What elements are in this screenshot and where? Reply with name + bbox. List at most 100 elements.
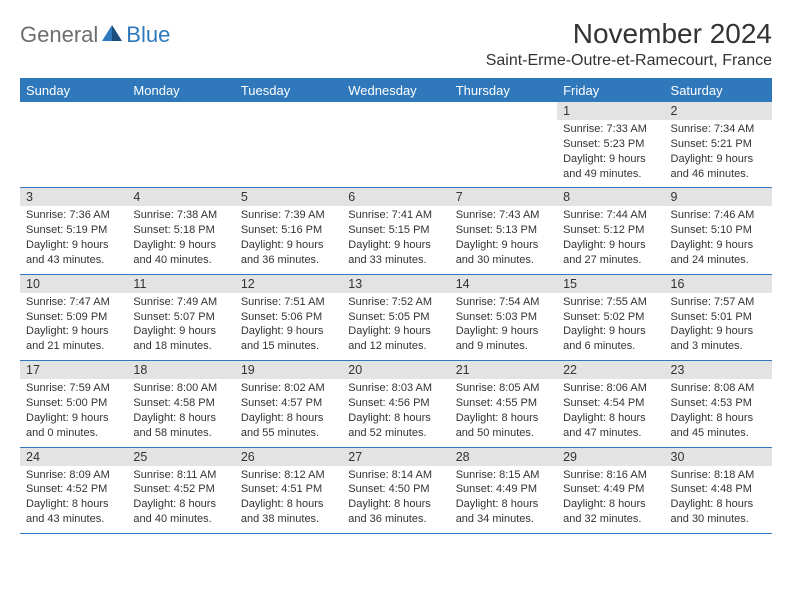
day-16: 16Sunrise: 7:57 AMSunset: 5:01 PMDayligh… [665,275,772,360]
day-21: 21Sunrise: 8:05 AMSunset: 4:55 PMDayligh… [450,361,557,446]
sunrise-text: Sunrise: 7:44 AM [563,208,658,223]
day-content: Sunrise: 8:06 AMSunset: 4:54 PMDaylight:… [557,379,664,446]
sunset-text: Sunset: 5:05 PM [348,310,443,325]
day-10: 10Sunrise: 7:47 AMSunset: 5:09 PMDayligh… [20,275,127,360]
day-1: 1Sunrise: 7:33 AMSunset: 5:23 PMDaylight… [557,102,664,187]
sunrise-text: Sunrise: 8:16 AM [563,468,658,483]
day-number: 12 [235,275,342,293]
sunrise-text: Sunrise: 8:02 AM [241,381,336,396]
daylight-text: Daylight: 8 hours and 38 minutes. [241,497,336,527]
day-20: 20Sunrise: 8:03 AMSunset: 4:56 PMDayligh… [342,361,449,446]
day-empty [127,102,234,187]
day-number: 17 [20,361,127,379]
sunrise-text: Sunrise: 7:59 AM [26,381,121,396]
day-content: Sunrise: 7:34 AMSunset: 5:21 PMDaylight:… [665,120,772,187]
day-content: Sunrise: 7:51 AMSunset: 5:06 PMDaylight:… [235,293,342,360]
daylight-text: Daylight: 9 hours and 36 minutes. [241,238,336,268]
sunrise-text: Sunrise: 7:47 AM [26,295,121,310]
daylight-text: Daylight: 8 hours and 52 minutes. [348,411,443,441]
sunset-text: Sunset: 4:49 PM [563,482,658,497]
sunset-text: Sunset: 4:56 PM [348,396,443,411]
daylight-text: Daylight: 8 hours and 30 minutes. [671,497,766,527]
day-22: 22Sunrise: 8:06 AMSunset: 4:54 PMDayligh… [557,361,664,446]
sunrise-text: Sunrise: 7:36 AM [26,208,121,223]
day-header-thursday: Thursday [450,79,557,102]
daylight-text: Daylight: 9 hours and 46 minutes. [671,152,766,182]
day-number: 26 [235,448,342,466]
day-number [235,102,342,106]
sunset-text: Sunset: 5:00 PM [26,396,121,411]
day-number: 22 [557,361,664,379]
day-13: 13Sunrise: 7:52 AMSunset: 5:05 PMDayligh… [342,275,449,360]
sunset-text: Sunset: 4:53 PM [671,396,766,411]
sunrise-text: Sunrise: 7:51 AM [241,295,336,310]
week-row: 17Sunrise: 7:59 AMSunset: 5:00 PMDayligh… [20,361,772,447]
sunrise-text: Sunrise: 7:43 AM [456,208,551,223]
day-8: 8Sunrise: 7:44 AMSunset: 5:12 PMDaylight… [557,188,664,273]
sunset-text: Sunset: 5:03 PM [456,310,551,325]
sunset-text: Sunset: 4:54 PM [563,396,658,411]
location: Saint-Erme-Outre-et-Ramecourt, France [486,52,772,70]
sunset-text: Sunset: 4:55 PM [456,396,551,411]
day-content: Sunrise: 8:09 AMSunset: 4:52 PMDaylight:… [20,466,127,533]
day-header-wednesday: Wednesday [342,79,449,102]
day-header-sunday: Sunday [20,79,127,102]
sunrise-text: Sunrise: 7:33 AM [563,122,658,137]
day-content: Sunrise: 7:59 AMSunset: 5:00 PMDaylight:… [20,379,127,446]
day-content: Sunrise: 8:05 AMSunset: 4:55 PMDaylight:… [450,379,557,446]
day-content: Sunrise: 7:41 AMSunset: 5:15 PMDaylight:… [342,206,449,273]
sunrise-text: Sunrise: 7:57 AM [671,295,766,310]
sunrise-text: Sunrise: 7:39 AM [241,208,336,223]
day-26: 26Sunrise: 8:12 AMSunset: 4:51 PMDayligh… [235,448,342,533]
day-number: 28 [450,448,557,466]
sunrise-text: Sunrise: 7:52 AM [348,295,443,310]
day-content: Sunrise: 7:38 AMSunset: 5:18 PMDaylight:… [127,206,234,273]
day-number: 1 [557,102,664,120]
sunset-text: Sunset: 4:57 PM [241,396,336,411]
sunrise-text: Sunrise: 7:34 AM [671,122,766,137]
day-content: Sunrise: 7:46 AMSunset: 5:10 PMDaylight:… [665,206,772,273]
day-content: Sunrise: 8:00 AMSunset: 4:58 PMDaylight:… [127,379,234,446]
day-9: 9Sunrise: 7:46 AMSunset: 5:10 PMDaylight… [665,188,772,273]
sunrise-text: Sunrise: 8:03 AM [348,381,443,396]
day-content: Sunrise: 7:47 AMSunset: 5:09 PMDaylight:… [20,293,127,360]
sunset-text: Sunset: 5:12 PM [563,223,658,238]
sunset-text: Sunset: 5:02 PM [563,310,658,325]
day-content: Sunrise: 7:57 AMSunset: 5:01 PMDaylight:… [665,293,772,360]
day-header-monday: Monday [127,79,234,102]
sunset-text: Sunset: 5:23 PM [563,137,658,152]
daylight-text: Daylight: 8 hours and 34 minutes. [456,497,551,527]
day-11: 11Sunrise: 7:49 AMSunset: 5:07 PMDayligh… [127,275,234,360]
sunrise-text: Sunrise: 8:14 AM [348,468,443,483]
daylight-text: Daylight: 8 hours and 47 minutes. [563,411,658,441]
sunrise-text: Sunrise: 8:08 AM [671,381,766,396]
day-3: 3Sunrise: 7:36 AMSunset: 5:19 PMDaylight… [20,188,127,273]
day-content: Sunrise: 7:44 AMSunset: 5:12 PMDaylight:… [557,206,664,273]
sunset-text: Sunset: 5:13 PM [456,223,551,238]
sunrise-text: Sunrise: 7:55 AM [563,295,658,310]
day-24: 24Sunrise: 8:09 AMSunset: 4:52 PMDayligh… [20,448,127,533]
daylight-text: Daylight: 9 hours and 27 minutes. [563,238,658,268]
week-row: 24Sunrise: 8:09 AMSunset: 4:52 PMDayligh… [20,448,772,534]
daylight-text: Daylight: 8 hours and 55 minutes. [241,411,336,441]
day-content: Sunrise: 8:11 AMSunset: 4:52 PMDaylight:… [127,466,234,533]
daylight-text: Daylight: 8 hours and 50 minutes. [456,411,551,441]
day-content: Sunrise: 7:55 AMSunset: 5:02 PMDaylight:… [557,293,664,360]
sunset-text: Sunset: 4:50 PM [348,482,443,497]
day-number: 6 [342,188,449,206]
daylight-text: Daylight: 9 hours and 43 minutes. [26,238,121,268]
month-title: November 2024 [486,18,772,50]
sunrise-text: Sunrise: 8:11 AM [133,468,228,483]
day-17: 17Sunrise: 7:59 AMSunset: 5:00 PMDayligh… [20,361,127,446]
day-number: 24 [20,448,127,466]
sunset-text: Sunset: 5:06 PM [241,310,336,325]
sunset-text: Sunset: 5:10 PM [671,223,766,238]
title-block: November 2024 Saint-Erme-Outre-et-Rameco… [486,18,772,70]
day-content: Sunrise: 7:36 AMSunset: 5:19 PMDaylight:… [20,206,127,273]
daylight-text: Daylight: 9 hours and 30 minutes. [456,238,551,268]
day-number: 18 [127,361,234,379]
day-29: 29Sunrise: 8:16 AMSunset: 4:49 PMDayligh… [557,448,664,533]
day-number: 10 [20,275,127,293]
day-content: Sunrise: 7:39 AMSunset: 5:16 PMDaylight:… [235,206,342,273]
sunrise-text: Sunrise: 8:09 AM [26,468,121,483]
